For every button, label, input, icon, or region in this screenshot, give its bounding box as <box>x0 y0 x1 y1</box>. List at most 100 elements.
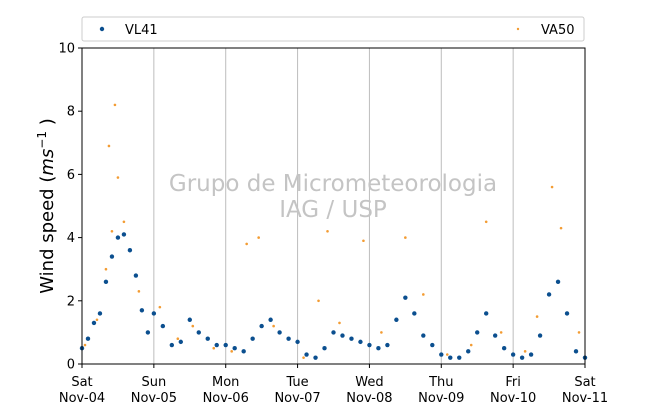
series-va50 <box>83 103 581 359</box>
series-vl41 <box>79 232 588 360</box>
point-vl41-40 <box>403 295 408 300</box>
point-vl41-14 <box>169 342 175 348</box>
point-vl41-4 <box>103 279 109 285</box>
point-vl41-55 <box>537 333 543 338</box>
y-tick-label-5: 10 <box>58 42 75 57</box>
point-va50-4 <box>110 229 114 233</box>
point-va50-17 <box>302 356 305 359</box>
point-va50-27 <box>484 220 488 224</box>
gridlines <box>153 48 514 364</box>
y-axis: 0 2 4 6 8 10 <box>58 42 82 373</box>
point-vl41-18 <box>205 336 210 341</box>
y-axis-label: Wind speed (ms−1 ) <box>35 118 58 293</box>
legend-box <box>81 16 585 42</box>
y-tick-label-1: 2 <box>67 294 75 309</box>
point-va50-19 <box>326 229 329 233</box>
point-vl41-17 <box>196 330 201 335</box>
point-vl41-1 <box>85 336 91 341</box>
x-tick-day-7: Sat <box>574 375 595 390</box>
point-va50-1 <box>95 318 99 322</box>
y-tick-label-2: 4 <box>67 231 75 246</box>
point-vl41-38 <box>385 342 390 348</box>
point-vl41-31 <box>322 346 327 351</box>
point-vl41-46 <box>457 355 462 360</box>
x-tick-date-4: Nov-08 <box>346 391 392 406</box>
point-vl41-30 <box>313 355 318 360</box>
x-tick-date-6: Nov-10 <box>490 391 536 406</box>
point-va50-11 <box>191 324 195 328</box>
x-tick-day-2: Mon <box>212 375 239 390</box>
point-va50-13 <box>230 350 234 353</box>
x-tick-date-7: Nov-11 <box>562 391 608 406</box>
point-vl41-35 <box>358 339 363 345</box>
point-va50-26 <box>469 343 473 347</box>
point-va50-15 <box>257 236 260 239</box>
point-vl41-54 <box>528 352 534 357</box>
point-vl41-49 <box>483 311 489 316</box>
y-tick-label-3: 6 <box>67 168 75 183</box>
point-va50-20 <box>338 321 341 325</box>
point-va50-29 <box>523 350 527 353</box>
point-va50-23 <box>404 236 407 239</box>
point-vl41-23 <box>250 336 255 341</box>
x-tick-day-3: Tue <box>285 375 308 390</box>
point-va50-33 <box>577 331 581 334</box>
point-vl41-22 <box>241 349 246 354</box>
point-vl41-41 <box>412 311 417 316</box>
legend-label-va50: VA50 <box>541 23 575 38</box>
point-va50-6 <box>116 176 120 179</box>
point-vl41-33 <box>340 333 345 338</box>
point-va50-31 <box>550 185 554 189</box>
x-tick-date-1: Nov-05 <box>131 391 177 406</box>
point-vl41-29 <box>304 352 309 357</box>
point-va50-0 <box>83 343 87 347</box>
point-vl41-37 <box>376 346 381 351</box>
x-tick-day-6: Fri <box>505 375 521 390</box>
point-va50-32 <box>559 226 563 230</box>
point-vl41-47 <box>466 349 471 354</box>
point-vl41-5 <box>109 254 115 259</box>
point-vl41-11 <box>145 330 151 335</box>
point-va50-22 <box>380 331 383 334</box>
point-vl41-32 <box>331 330 336 335</box>
point-vl41-12 <box>151 311 157 316</box>
point-vl41-42 <box>421 333 426 338</box>
point-va50-28 <box>499 331 503 334</box>
point-vl41-45 <box>448 355 453 360</box>
point-vl41-13 <box>160 323 166 329</box>
point-va50-16 <box>272 324 275 328</box>
point-vl41-19 <box>214 342 219 348</box>
point-vl41-39 <box>394 317 399 322</box>
point-vl41-57 <box>555 279 561 285</box>
point-vl41-6 <box>115 235 121 240</box>
x-tick-day-5: Thu <box>428 375 453 390</box>
point-vl41-51 <box>501 346 507 351</box>
point-vl41-20 <box>223 342 228 348</box>
point-vl41-16 <box>187 317 192 322</box>
x-axis: SatNov-04SunNov-05MonNov-06TueNov-07WedN… <box>59 364 608 406</box>
point-va50-8 <box>137 290 141 293</box>
point-vl41-43 <box>430 342 435 348</box>
point-va50-7 <box>122 220 126 224</box>
point-vl41-28 <box>295 339 300 345</box>
y-tick-label-0: 0 <box>67 358 75 373</box>
legend-marker-vl41 <box>99 26 105 32</box>
point-vl41-15 <box>178 339 184 345</box>
plot-area: Grupo de Micrometeorologia IAG / USP <box>79 47 588 365</box>
x-tick-date-2: Nov-06 <box>203 391 249 406</box>
x-tick-date-0: Nov-04 <box>59 391 105 406</box>
watermark-line-1: Grupo de Micrometeorologia <box>169 171 497 197</box>
point-vl41-48 <box>475 330 480 335</box>
point-vl41-59 <box>573 349 579 354</box>
point-vl41-34 <box>349 336 354 341</box>
point-vl41-9 <box>133 273 139 278</box>
point-vl41-2 <box>91 320 97 326</box>
point-va50-9 <box>158 305 162 309</box>
point-va50-14 <box>245 242 248 246</box>
watermark-line-2: IAG / USP <box>279 197 387 223</box>
legend-label-vl41: VL41 <box>125 23 158 38</box>
point-vl41-21 <box>232 346 237 351</box>
point-va50-3 <box>107 144 111 148</box>
point-vl41-24 <box>259 323 264 329</box>
